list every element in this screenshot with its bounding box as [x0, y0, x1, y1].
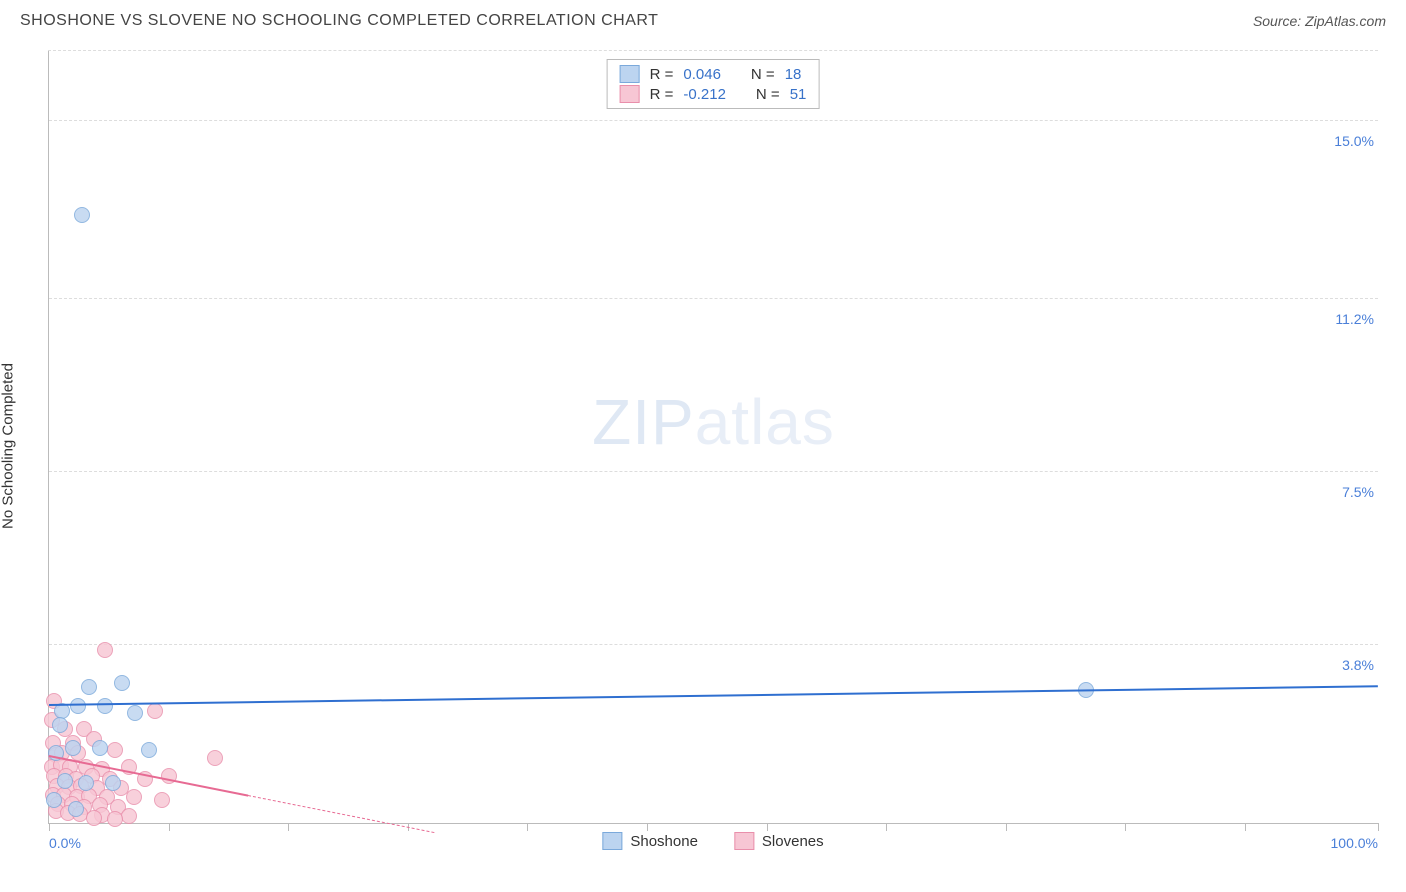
gridline: 11.2% — [49, 298, 1378, 299]
y-axis-label: No Schooling Completed — [0, 363, 17, 529]
y-tick-label: 7.5% — [1342, 484, 1374, 500]
data-point-shoshone — [57, 773, 73, 789]
gridline: 15.0% — [49, 120, 1378, 121]
x-tick — [1006, 823, 1007, 831]
data-point-slovenes — [107, 811, 123, 827]
stats-row-shoshone: R = 0.046 N = 18 — [620, 64, 807, 84]
watermark: ZIPatlas — [592, 385, 835, 459]
data-point-shoshone — [92, 740, 108, 756]
data-point-slovenes — [147, 703, 163, 719]
data-point-slovenes — [126, 789, 142, 805]
data-point-slovenes — [207, 750, 223, 766]
plot-area: ZIPatlas 0.0% 100.0% 15.0%11.2%7.5%3.8% — [48, 51, 1378, 824]
data-point-shoshone — [127, 705, 143, 721]
data-point-slovenes — [121, 808, 137, 824]
trendline — [49, 685, 1378, 706]
x-tick — [1245, 823, 1246, 831]
legend-label-slovenes: Slovenes — [762, 833, 824, 850]
data-point-shoshone — [97, 698, 113, 714]
data-point-shoshone — [81, 679, 97, 695]
x-tick — [288, 823, 289, 831]
x-tick — [1125, 823, 1126, 831]
data-point-shoshone — [70, 698, 86, 714]
legend-item-slovenes: Slovenes — [734, 832, 824, 850]
data-point-shoshone — [141, 742, 157, 758]
y-tick-label: 11.2% — [1335, 311, 1374, 327]
data-point-shoshone — [46, 792, 62, 808]
x-tick — [49, 823, 50, 831]
x-tick — [886, 823, 887, 831]
data-point-slovenes — [107, 742, 123, 758]
gridline: 3.8% — [49, 644, 1378, 645]
legend-swatch-shoshone — [602, 832, 622, 850]
stats-row-slovenes: R = -0.212 N = 51 — [620, 84, 807, 104]
data-point-slovenes — [154, 792, 170, 808]
chart-area: ZIPatlas 0.0% 100.0% 15.0%11.2%7.5%3.8% … — [48, 50, 1378, 852]
swatch-shoshone — [620, 65, 640, 83]
x-tick — [647, 823, 648, 831]
gridline: 7.5% — [49, 471, 1378, 472]
data-point-shoshone — [74, 207, 90, 223]
data-point-shoshone — [78, 775, 94, 791]
y-tick-label: 3.8% — [1342, 657, 1374, 673]
x-axis-max-label: 100.0% — [1331, 835, 1378, 851]
y-tick-label: 15.0% — [1334, 133, 1374, 149]
x-axis-min-label: 0.0% — [49, 835, 81, 851]
data-point-shoshone — [105, 775, 121, 791]
data-point-slovenes — [86, 810, 102, 826]
x-tick — [527, 823, 528, 831]
data-point-shoshone — [68, 801, 84, 817]
swatch-slovenes — [620, 85, 640, 103]
stats-box: R = 0.046 N = 18 R = -0.212 N = 51 — [607, 59, 820, 109]
data-point-shoshone — [65, 740, 81, 756]
legend: Shoshone Slovenes — [602, 832, 823, 850]
x-tick — [767, 823, 768, 831]
data-point-shoshone — [52, 717, 68, 733]
legend-label-shoshone: Shoshone — [630, 833, 698, 850]
data-point-slovenes — [97, 642, 113, 658]
legend-swatch-slovenes — [734, 832, 754, 850]
data-point-shoshone — [114, 675, 130, 691]
x-tick — [169, 823, 170, 831]
legend-item-shoshone: Shoshone — [602, 832, 698, 850]
chart-title: SHOSHONE VS SLOVENE NO SCHOOLING COMPLET… — [20, 12, 658, 30]
trendline — [248, 795, 434, 833]
x-tick — [1378, 823, 1379, 831]
chart-source: Source: ZipAtlas.com — [1253, 13, 1386, 29]
